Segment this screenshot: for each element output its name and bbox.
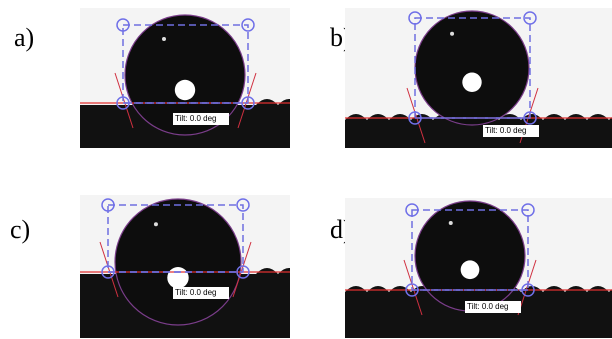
figure: a)Tilt: 0.0 degb)Tilt: 0.0 degc)Tilt: 0.… bbox=[0, 0, 612, 339]
droplet bbox=[415, 11, 529, 125]
reflection bbox=[462, 73, 481, 92]
panel-label: a) bbox=[14, 23, 34, 52]
glint bbox=[450, 32, 454, 36]
droplet-image: Tilt: 0.0 deg bbox=[345, 198, 612, 339]
droplet-image: Tilt: 0.0 deg bbox=[345, 8, 612, 156]
tilt-label: Tilt: 0.0 deg bbox=[175, 114, 217, 123]
reflection bbox=[461, 260, 480, 279]
tilt-label: Tilt: 0.0 deg bbox=[485, 126, 527, 135]
droplet bbox=[415, 201, 525, 311]
photo bbox=[345, 198, 612, 339]
droplet-image: Tilt: 0.0 deg bbox=[80, 195, 300, 339]
glint bbox=[449, 221, 453, 225]
photo bbox=[80, 195, 300, 339]
reflection bbox=[167, 267, 188, 288]
droplet-image: Tilt: 0.0 deg bbox=[80, 8, 300, 156]
substrate-fill bbox=[345, 126, 612, 156]
tilt-label: Tilt: 0.0 deg bbox=[175, 288, 217, 297]
reflection bbox=[175, 80, 195, 100]
panel-label: c) bbox=[10, 215, 30, 244]
droplet bbox=[115, 199, 241, 325]
photo bbox=[345, 8, 612, 156]
tilt-label: Tilt: 0.0 deg bbox=[467, 302, 509, 311]
glint bbox=[162, 37, 166, 41]
photo bbox=[80, 8, 300, 156]
glint bbox=[154, 222, 158, 226]
